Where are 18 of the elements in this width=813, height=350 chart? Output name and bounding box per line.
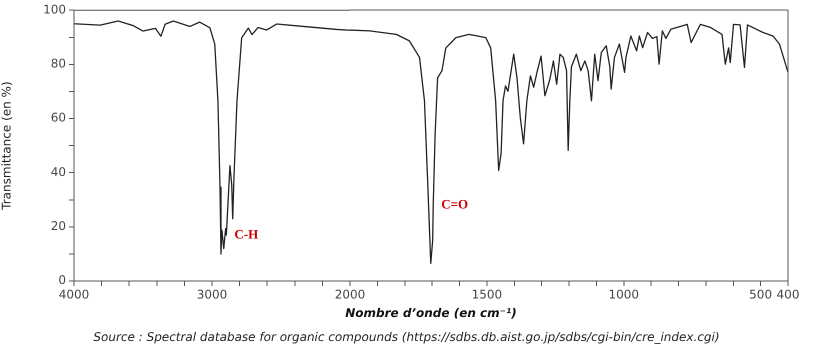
y-tick-label: 80 xyxy=(50,56,66,70)
source-note: Source : Spectral database for organic compounds (https://sdbs.db.aist.go.jp/sdbs/cgi-bin/cre_index.cgi) xyxy=(92,330,721,344)
x-tick-label: 1000 xyxy=(608,287,640,302)
x-tick-label: 3000 xyxy=(196,287,228,302)
x-axis-title: Nombre d’onde (en cm⁻¹) xyxy=(345,306,517,320)
x-tick-label: 500 xyxy=(749,287,772,302)
x-tick-label: 400 xyxy=(776,287,800,302)
y-tick-label: 40 xyxy=(50,164,66,179)
annotation: C=O xyxy=(441,196,468,212)
x-tick-label: 1500 xyxy=(472,287,502,302)
annotation: C-H xyxy=(234,226,258,242)
y-tick-label: 60 xyxy=(50,110,66,125)
y-tick-label: 0 xyxy=(58,273,66,288)
y-tick-label: 100 xyxy=(43,2,66,16)
y-tick-label: 20 xyxy=(50,218,66,233)
y-axis-title: Transmittance (en %) xyxy=(0,81,14,211)
x-tick-label: 4000 xyxy=(58,287,90,302)
x-tick-label: 2000 xyxy=(334,287,366,302)
